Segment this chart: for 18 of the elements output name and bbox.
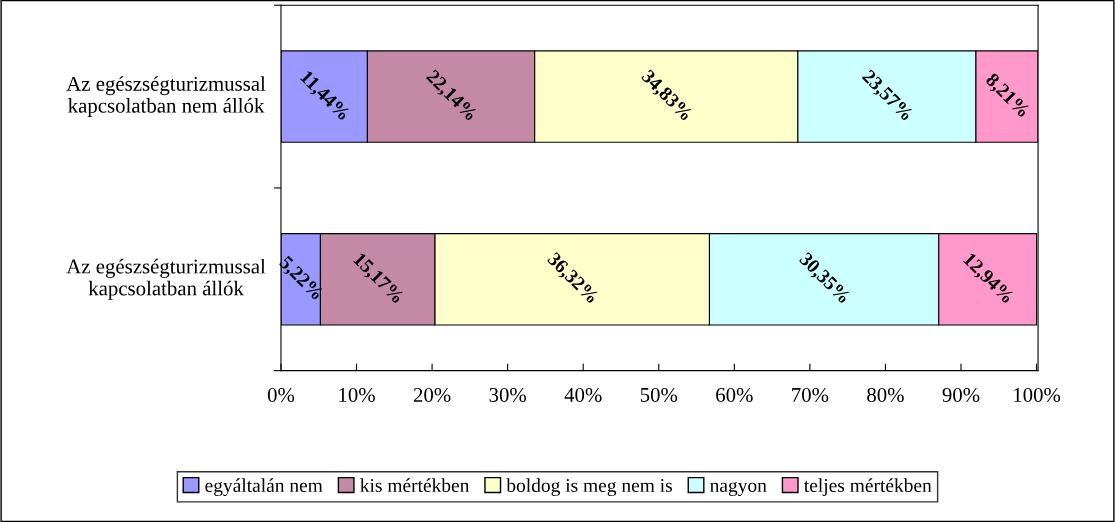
legend-label: egyáltalán nem [205,478,323,496]
y-tick-label: Az egészségturizmussal kapcsolatban nem állók [66,76,266,117]
x-tick-label: 0% [267,387,295,403]
x-tick-label: 60% [716,387,753,403]
x-tick-label: 70% [792,387,829,403]
x-tick-label: 90% [942,387,980,403]
x-tick-label: 20% [413,387,451,403]
x-tick-label: 10% [339,387,375,403]
legend-label: teljes mértékben [804,478,932,496]
x-tick-label: 80% [867,387,904,403]
x-tick-label: 30% [489,387,527,403]
legend-label: kis mértékben [360,478,470,492]
x-tick-label: 50% [640,387,678,403]
x-tick-label: 40% [564,387,602,403]
legend-label: boldog is meg nem is [506,478,672,496]
x-tick-label: 100% [1014,387,1061,403]
legend-label: nagyon [710,481,767,496]
y-tick-label: Az egészségturizmussal kapcsolatban állók [66,258,266,300]
